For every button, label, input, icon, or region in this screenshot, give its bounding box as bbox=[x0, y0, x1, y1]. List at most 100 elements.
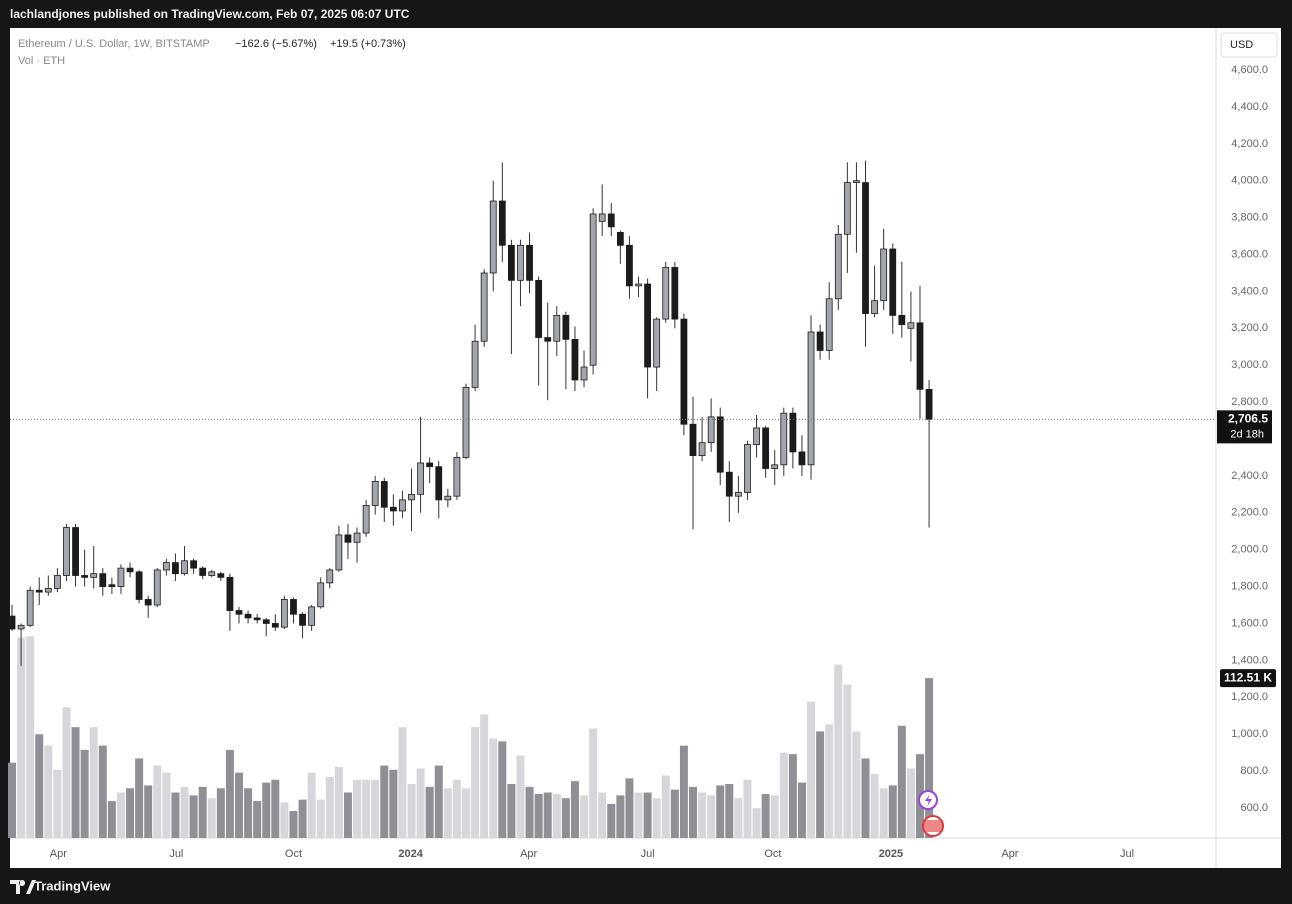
header: lachlandjones published on TradingView.c… bbox=[10, 7, 410, 21]
volume-label: 112.51 K bbox=[1224, 670, 1272, 684]
candle-body bbox=[816, 331, 824, 351]
candle-body bbox=[126, 567, 134, 573]
volume-bar bbox=[280, 802, 289, 838]
currency-box[interactable] bbox=[1220, 32, 1278, 58]
candle-body bbox=[371, 481, 379, 506]
volume-bar bbox=[616, 795, 625, 838]
candle-body bbox=[172, 562, 179, 575]
volume-bar bbox=[89, 727, 98, 838]
volume-bar bbox=[289, 811, 298, 838]
volume-bar bbox=[171, 792, 180, 838]
volume-bar bbox=[353, 779, 362, 838]
volume-bar bbox=[480, 714, 489, 838]
price-label: 2,706.5 bbox=[1228, 412, 1268, 426]
volume-bar bbox=[643, 792, 652, 838]
y-tick-label: 2,000.0 bbox=[1231, 544, 1268, 556]
candle-body bbox=[526, 244, 533, 281]
y-tick-label: 3,600.0 bbox=[1231, 248, 1268, 260]
candle-body bbox=[725, 471, 733, 497]
candle-body bbox=[880, 248, 888, 302]
x-tick-label: Jul bbox=[169, 848, 183, 860]
icon bbox=[924, 820, 942, 832]
candle-body bbox=[208, 571, 216, 576]
candle-body bbox=[716, 416, 724, 473]
candle-body bbox=[135, 571, 143, 600]
candle-body bbox=[335, 534, 343, 571]
candle-body bbox=[290, 599, 297, 615]
volume-bar bbox=[770, 795, 779, 838]
y-tick-label: 4,400.0 bbox=[1231, 101, 1268, 113]
candle-body bbox=[344, 534, 352, 543]
currency: USD bbox=[1230, 39, 1253, 51]
volume-bar bbox=[234, 772, 243, 838]
volume-bar bbox=[507, 784, 516, 838]
volume-bar bbox=[135, 758, 144, 838]
y-tick-label: 3,400.0 bbox=[1231, 285, 1268, 297]
volume-bar bbox=[225, 749, 234, 838]
volume-label-box bbox=[1220, 669, 1276, 688]
volume-bar bbox=[262, 782, 271, 838]
price-change: −162.6 (−5.67%) bbox=[235, 38, 317, 50]
candle-body bbox=[616, 231, 624, 246]
candle-body bbox=[153, 569, 161, 606]
chart-title: Ethereum / U.S. Dollar, 1W, BITSTAMP bbox=[18, 38, 210, 50]
candle-body bbox=[35, 589, 43, 593]
volume-bar bbox=[716, 785, 725, 838]
candle-body bbox=[399, 499, 406, 512]
volume-bar bbox=[389, 769, 398, 838]
candle-body bbox=[435, 466, 443, 501]
volume-bar bbox=[362, 779, 371, 838]
candle-body bbox=[299, 613, 306, 626]
y-tick-label: 4,600.0 bbox=[1231, 64, 1268, 76]
volume-bar bbox=[561, 798, 570, 838]
candle-body bbox=[744, 444, 751, 493]
volume-bar bbox=[371, 779, 380, 838]
candle-body bbox=[517, 244, 524, 281]
candle-body bbox=[453, 457, 461, 497]
volume-bar bbox=[325, 776, 334, 838]
candle-body bbox=[417, 462, 424, 495]
volume-bar bbox=[906, 768, 915, 838]
y-tick-label: 1,400.0 bbox=[1231, 654, 1268, 666]
volume-bar bbox=[126, 788, 135, 838]
candle-body bbox=[489, 200, 497, 274]
candle-body bbox=[825, 298, 833, 351]
candle-body bbox=[689, 423, 697, 456]
volume-bar bbox=[652, 798, 661, 838]
volume-bar bbox=[607, 803, 616, 838]
candle-body bbox=[635, 283, 642, 287]
volume-bar bbox=[44, 745, 53, 838]
volume-bar bbox=[443, 788, 452, 838]
y-tick-label: 800.0 bbox=[1240, 765, 1268, 777]
volume-bar bbox=[180, 786, 189, 838]
x-tick-label: Oct bbox=[764, 848, 781, 860]
y-tick-label: 3,200.0 bbox=[1231, 322, 1268, 334]
candle-body bbox=[389, 506, 397, 512]
candle-body bbox=[798, 451, 806, 466]
volume-bar bbox=[380, 765, 389, 838]
candle-body bbox=[598, 213, 606, 222]
footer: TradingView bbox=[34, 878, 111, 893]
volume-bar bbox=[870, 774, 879, 838]
candle-body bbox=[589, 213, 597, 366]
volume-bar bbox=[861, 758, 870, 838]
volume-bar bbox=[216, 788, 225, 838]
volume-bar bbox=[26, 636, 35, 838]
icon bbox=[925, 794, 932, 807]
volume-bar bbox=[752, 808, 761, 838]
volume-bar bbox=[534, 793, 543, 838]
volume-bar bbox=[589, 728, 598, 838]
volume-bar bbox=[543, 792, 552, 838]
volume-bar bbox=[434, 765, 443, 838]
volume-bar bbox=[62, 707, 71, 838]
candle-body bbox=[498, 200, 506, 246]
x-tick-label: 2025 bbox=[879, 848, 903, 860]
candle-body bbox=[408, 493, 415, 501]
candle-body bbox=[317, 582, 325, 608]
y-tick-label: 3,000.0 bbox=[1231, 359, 1268, 371]
volume-bar bbox=[761, 793, 770, 838]
candle-body bbox=[244, 613, 252, 619]
candle-body bbox=[72, 527, 79, 576]
